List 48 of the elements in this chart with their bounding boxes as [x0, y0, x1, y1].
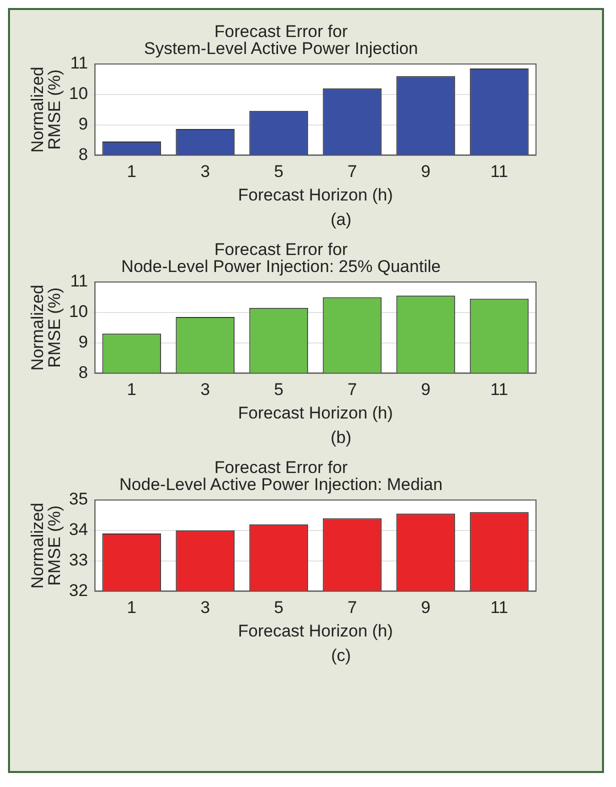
y-tick-label: 35 [68, 490, 88, 509]
y-tick-label: 11 [70, 272, 88, 291]
text: RMSE (%) [45, 287, 64, 368]
y-tick-label: 9 [78, 332, 88, 352]
x-tick-label: 11 [490, 598, 508, 618]
x-tick-label: 7 [347, 598, 357, 618]
x-axis-title: Forecast Horizon (h) [238, 403, 393, 422]
x-tick-label: 9 [420, 380, 430, 400]
y-tick-label: 33 [68, 550, 88, 570]
text: (c) [330, 646, 352, 666]
x-axis-title: Forecast Horizon (h) [238, 621, 393, 640]
x-tick-label: 1 [126, 162, 136, 182]
x-tick-label: 3 [200, 598, 210, 618]
x-tick-label: 7 [347, 162, 357, 182]
text: Normalized [28, 502, 48, 589]
text: RMSE (%) [45, 505, 64, 586]
y-tick-label: 8 [78, 362, 88, 382]
text: RMSE (%) [45, 69, 64, 150]
x-tick-label: 9 [420, 162, 430, 182]
x-tick-label: 1 [126, 598, 136, 618]
y-tick-label: 34 [68, 520, 88, 540]
y-tick-label: 11 [70, 54, 88, 73]
x-tick-label: 5 [274, 162, 284, 182]
text: System-Level Active Power Injection [144, 39, 418, 58]
x-tick-label: 5 [274, 598, 284, 618]
x-tick-label: 11 [490, 162, 508, 182]
text: Node-Level Active Power Injection: Median [119, 475, 443, 494]
x-tick-label: 7 [347, 380, 357, 400]
y-tick-label: 10 [68, 84, 88, 104]
x-tick-label: 1 [126, 380, 136, 400]
y-tick-label: 32 [68, 580, 88, 600]
text: Forecast Error for [214, 240, 348, 260]
text: (a) [330, 210, 352, 230]
x-tick-label: 11 [490, 380, 508, 400]
y-tick-label: 10 [68, 302, 88, 322]
y-tick-label: 8 [78, 144, 88, 164]
text: Normalized [28, 66, 48, 153]
x-tick-label: 5 [274, 380, 284, 400]
y-tick-label: 9 [78, 114, 88, 134]
text: Node-Level Power Injection: 25% Quantile [121, 257, 441, 276]
text: Normalized [28, 284, 48, 371]
text: Forecast Error for [214, 458, 348, 478]
x-tick-label: 3 [200, 380, 210, 400]
text: Forecast Error for [214, 22, 348, 42]
x-tick-label: 3 [200, 162, 210, 182]
x-axis-title: Forecast Horizon (h) [238, 185, 393, 204]
text: (b) [330, 428, 352, 448]
x-tick-label: 9 [420, 598, 430, 618]
